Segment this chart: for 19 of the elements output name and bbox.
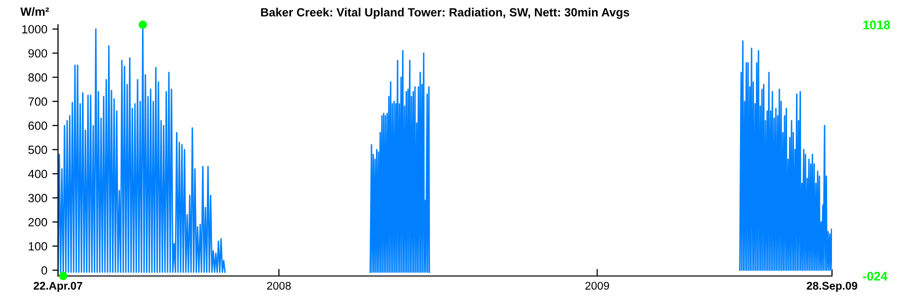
y-tick-label: 1000	[22, 25, 48, 34]
y-tick-label: 0	[41, 266, 48, 275]
y-tick-label: 800	[28, 73, 48, 82]
y-axis-title: W/m²	[20, 7, 49, 16]
y-tick-label: 500	[28, 146, 48, 154]
y2-tick-label: 1018	[863, 20, 890, 30]
y-tick-label: 900	[28, 49, 48, 58]
y-tick-label: 600	[28, 122, 48, 130]
x-tick-label: 2008	[267, 282, 291, 290]
y-tick-label: 100	[28, 242, 48, 250]
x-tick-label: 28.Sep.09	[806, 282, 858, 292]
y-tick-label: 200	[28, 218, 48, 226]
y-tick-label: 300	[28, 194, 48, 202]
x-tick-label: 2009	[585, 282, 610, 290]
y2-tick-label: -024	[863, 272, 888, 281]
x-tick-label: 22.Apr.07	[34, 282, 82, 292]
y-tick-label: 700	[28, 97, 48, 106]
chart-title: Baker Creek: Vital Upland Tower: Radiation, SW, Nett: 30min Avgs	[261, 8, 630, 19]
y-tick-label: 400	[28, 170, 48, 178]
